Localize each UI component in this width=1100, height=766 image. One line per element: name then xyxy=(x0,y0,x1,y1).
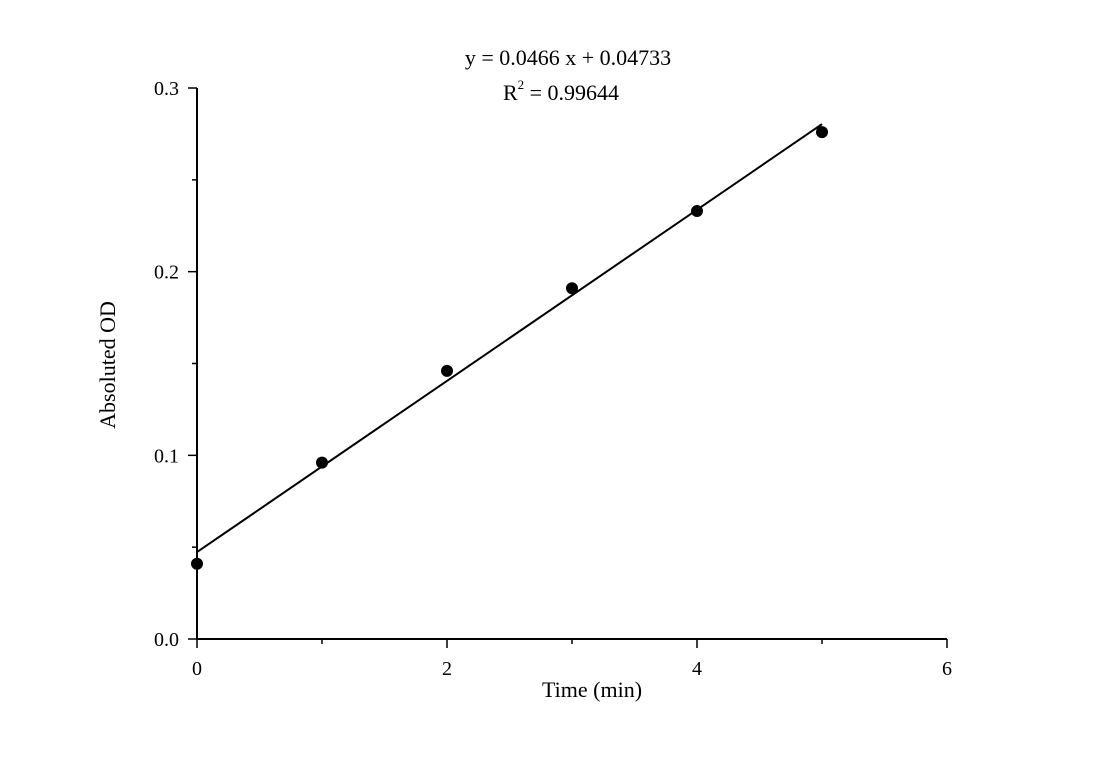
fit-annotation: y = 0.0466 x + 0.04733 R2 = 0.99644 xyxy=(465,45,671,105)
data-points xyxy=(191,126,828,570)
x-tick-label: 2 xyxy=(442,658,452,680)
x-tick-label: 4 xyxy=(692,658,702,680)
ticks: 0 2 4 6 0.0 0.1 0.2 0.3 xyxy=(154,78,952,680)
y-tick-label: 0.3 xyxy=(154,78,179,100)
data-point xyxy=(816,126,828,139)
data-point xyxy=(316,456,328,469)
y-axis-title: Absoluted OD xyxy=(95,301,120,429)
data-point xyxy=(441,364,453,377)
data-point xyxy=(691,205,703,218)
r-squared-base: R xyxy=(503,80,518,105)
x-tick-label: 0 xyxy=(192,658,202,680)
axes xyxy=(196,88,947,640)
r-squared-exponent: 2 xyxy=(518,77,525,92)
data-point xyxy=(566,282,578,295)
y-tick-label: 0.0 xyxy=(154,629,179,651)
r-squared-label: R2 = 0.99644 xyxy=(503,77,619,105)
y-tick-label: 0.1 xyxy=(154,445,179,467)
fit-line-group xyxy=(196,123,823,553)
equation-label: y = 0.0466 x + 0.04733 xyxy=(465,45,671,70)
fit-line xyxy=(196,123,823,553)
y-tick-label: 0.2 xyxy=(154,262,179,284)
x-axis-title: Time (min) xyxy=(542,677,642,702)
r-squared-value: = 0.99644 xyxy=(524,80,619,105)
data-point xyxy=(191,557,203,570)
x-tick-label: 6 xyxy=(942,658,952,680)
